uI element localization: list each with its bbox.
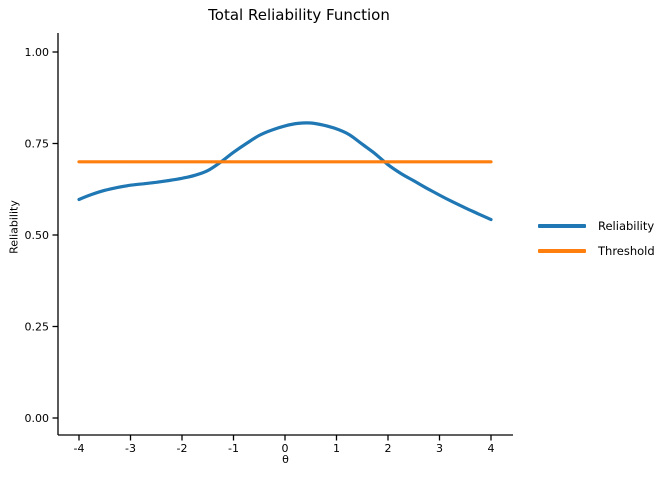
svg-text:0: 0	[282, 442, 289, 455]
svg-text:0.50: 0.50	[25, 229, 50, 242]
svg-text:3: 3	[436, 442, 443, 455]
svg-text:0.00: 0.00	[25, 412, 50, 425]
svg-text:0.75: 0.75	[25, 137, 50, 150]
y-axis-title: Reliability	[7, 200, 21, 254]
legend-item-reliability: Reliability	[538, 213, 655, 238]
svg-text:1: 1	[333, 442, 340, 455]
svg-text:1.00: 1.00	[25, 46, 50, 59]
legend-item-threshold: Threshold	[538, 238, 655, 263]
legend: Reliability Threshold	[538, 213, 655, 263]
x-axis-title: θ	[282, 453, 289, 466]
svg-text:2: 2	[385, 442, 392, 455]
svg-text:-3: -3	[125, 442, 136, 455]
svg-text:-1: -1	[228, 442, 239, 455]
threshold-line-swatch	[538, 248, 586, 253]
chart-title: Total Reliability Function	[208, 6, 390, 24]
svg-text:-2: -2	[177, 442, 188, 455]
legend-label-reliability: Reliability	[598, 218, 655, 233]
svg-text:4: 4	[488, 442, 495, 455]
reliability-line-swatch	[538, 223, 586, 228]
svg-text:0.25: 0.25	[25, 320, 50, 333]
legend-label-threshold: Threshold	[598, 243, 655, 258]
svg-text:-4: -4	[74, 442, 85, 455]
